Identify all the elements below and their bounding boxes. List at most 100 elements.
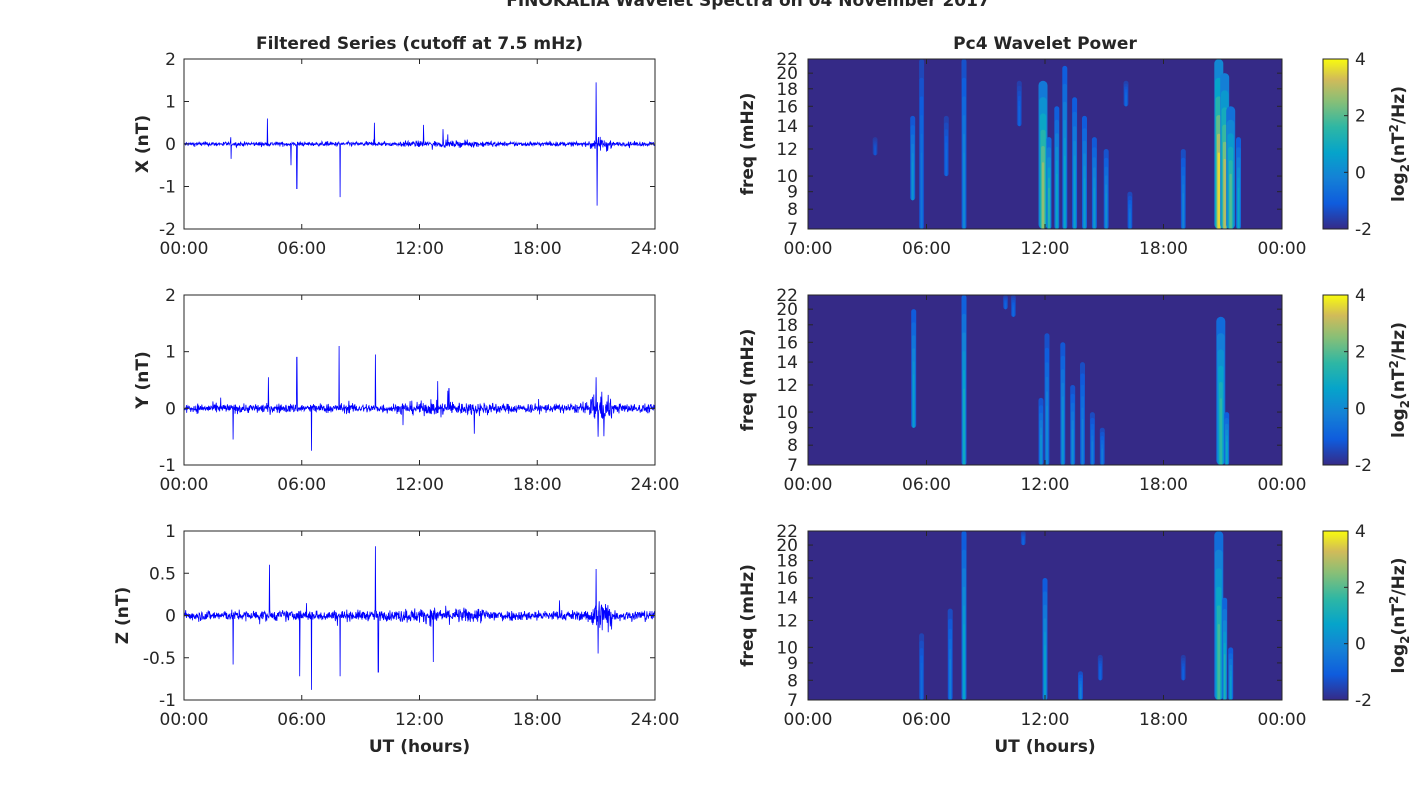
y-tick-label: 20 — [776, 300, 798, 320]
x-tick-label: 00:00 — [1258, 475, 1307, 495]
plot-area — [184, 295, 655, 465]
colorbar-tick-label: -2 — [1355, 691, 1372, 711]
power-streak — [1217, 624, 1220, 700]
x-tick-label: 00:00 — [160, 475, 209, 495]
x-tick-label: 00:00 — [160, 239, 209, 259]
series-trace — [183, 345, 656, 451]
x-tick-label: 06:00 — [277, 239, 326, 259]
power-streak — [1081, 418, 1084, 465]
y-tick-label: 18 — [776, 80, 798, 100]
power-streak — [1226, 441, 1228, 465]
power-streak — [1044, 645, 1046, 700]
y-tick-label: 22 — [776, 50, 798, 70]
power-streak — [1182, 193, 1184, 229]
y-tick-label: 9 — [787, 654, 798, 674]
power-streak — [1125, 94, 1127, 107]
y-tick-label: 8 — [787, 671, 798, 691]
colorbar: -2 0 2 4 log2(nT2/Hz) — [1322, 522, 1412, 711]
y-tick-label: 2 — [165, 286, 176, 306]
power-streak — [1012, 307, 1015, 317]
power-streak — [1101, 448, 1103, 465]
power-streak — [1237, 187, 1240, 229]
colorbar-label: log2(nT2/Hz) — [1387, 322, 1412, 438]
colorbar-tick-label: -2 — [1355, 456, 1372, 476]
colorbar: -2 0 2 4 log2(nT2/Hz) — [1322, 286, 1412, 476]
y-tick-label: -0.5 — [143, 649, 176, 669]
power-streak — [1105, 193, 1107, 229]
x-tick-label: 12:00 — [1021, 239, 1070, 259]
power-streak — [1079, 687, 1082, 700]
power-streak — [963, 624, 965, 700]
colorbar-tick-label: 4 — [1355, 50, 1366, 70]
power-streak — [963, 152, 965, 229]
power-streak — [1062, 409, 1064, 465]
y-tick-label: 18 — [776, 316, 798, 336]
x-tick-label: 06:00 — [902, 475, 951, 495]
colorbar: -2 0 2 4 log2(nT2/Hz) — [1322, 50, 1412, 240]
power-streak — [1223, 158, 1226, 229]
y-tick-label: 9 — [787, 419, 798, 439]
y-tick-label: 12 — [776, 376, 798, 396]
power-streak — [874, 147, 876, 156]
y-tick-label: 0 — [165, 399, 176, 419]
power-streak — [920, 670, 923, 700]
power-streak — [912, 374, 915, 428]
x-tick-label: 00:00 — [784, 475, 833, 495]
power-streak — [1217, 152, 1220, 229]
colorbar-tick-label: 4 — [1355, 286, 1366, 306]
x-tick-label: 00:00 — [784, 239, 833, 259]
y-axis-label: Z (nT) — [113, 587, 133, 644]
x-tick-label: 24:00 — [631, 475, 680, 495]
y-tick-label: 0.5 — [149, 564, 176, 584]
y-axis-label: freq (mHz) — [738, 564, 758, 667]
y-tick-label: -1 — [159, 456, 176, 476]
y-tick-label: 16 — [776, 97, 798, 117]
power-streak — [1040, 434, 1042, 465]
timeseries-panel-3: -1 -0.5 0 0.5 1 00:00 06:00 12:00 18:00 24:00 Z (n… — [113, 522, 680, 757]
power-streak — [945, 149, 947, 177]
colorbar-tick-label: 0 — [1355, 635, 1366, 655]
x-tick-label: 12:00 — [395, 710, 444, 730]
power-streak — [1018, 105, 1021, 127]
y-tick-label: 7 — [787, 691, 798, 711]
y-tick-label: 10 — [776, 403, 798, 423]
panel-title: Filtered Series (cutoff at 7.5 mHz) — [256, 34, 583, 54]
panels: -2 -1 0 12 00:00 06:00 12:00 18:00 24:00 X (nT) Fi… — [113, 34, 1412, 757]
power-streak — [1093, 187, 1096, 229]
y-tick-label: 12 — [776, 140, 798, 160]
power-streak — [1083, 178, 1086, 229]
colorbar-tick-label: 2 — [1355, 107, 1366, 127]
y-tick-label: 16 — [776, 569, 798, 589]
power-streak — [1004, 302, 1007, 310]
y-tick-label: 7 — [787, 220, 798, 240]
y-tick-label: 20 — [776, 536, 798, 556]
y-tick-label: 8 — [787, 436, 798, 456]
power-streak — [1048, 187, 1050, 229]
colorbar-label: log2(nT2/Hz) — [1387, 558, 1412, 674]
colorbar-tick-label: 2 — [1355, 343, 1366, 363]
y-axis-label: X (nT) — [133, 115, 153, 173]
x-tick-label: 06:00 — [902, 710, 951, 730]
y-tick-label: 9 — [787, 183, 798, 203]
y-axis-label: Y (nT) — [133, 351, 153, 409]
colorbar-tick-label: 0 — [1355, 163, 1366, 183]
x-tick-label: 00:00 — [1258, 710, 1307, 730]
power-streak — [1041, 162, 1045, 229]
colorbar-tick-label: 2 — [1355, 578, 1366, 598]
x-tick-label: 00:00 — [784, 710, 833, 730]
colorbar-tick-label: 0 — [1355, 399, 1366, 419]
y-tick-label: 10 — [776, 167, 798, 187]
x-tick-label: 18:00 — [1139, 475, 1188, 495]
panel-title: Pc4 Wavelet Power — [953, 34, 1137, 54]
colorbar-scale — [1322, 530, 1349, 701]
y-tick-label: -2 — [159, 220, 176, 240]
y-tick-label: 22 — [776, 286, 798, 306]
x-tick-label: 24:00 — [631, 239, 680, 259]
x-tick-label: 00:00 — [1258, 239, 1307, 259]
power-streak — [963, 388, 965, 465]
power-streak — [1229, 676, 1232, 700]
y-tick-label: 18 — [776, 552, 798, 572]
colorbar-tick-label: 4 — [1355, 522, 1366, 542]
